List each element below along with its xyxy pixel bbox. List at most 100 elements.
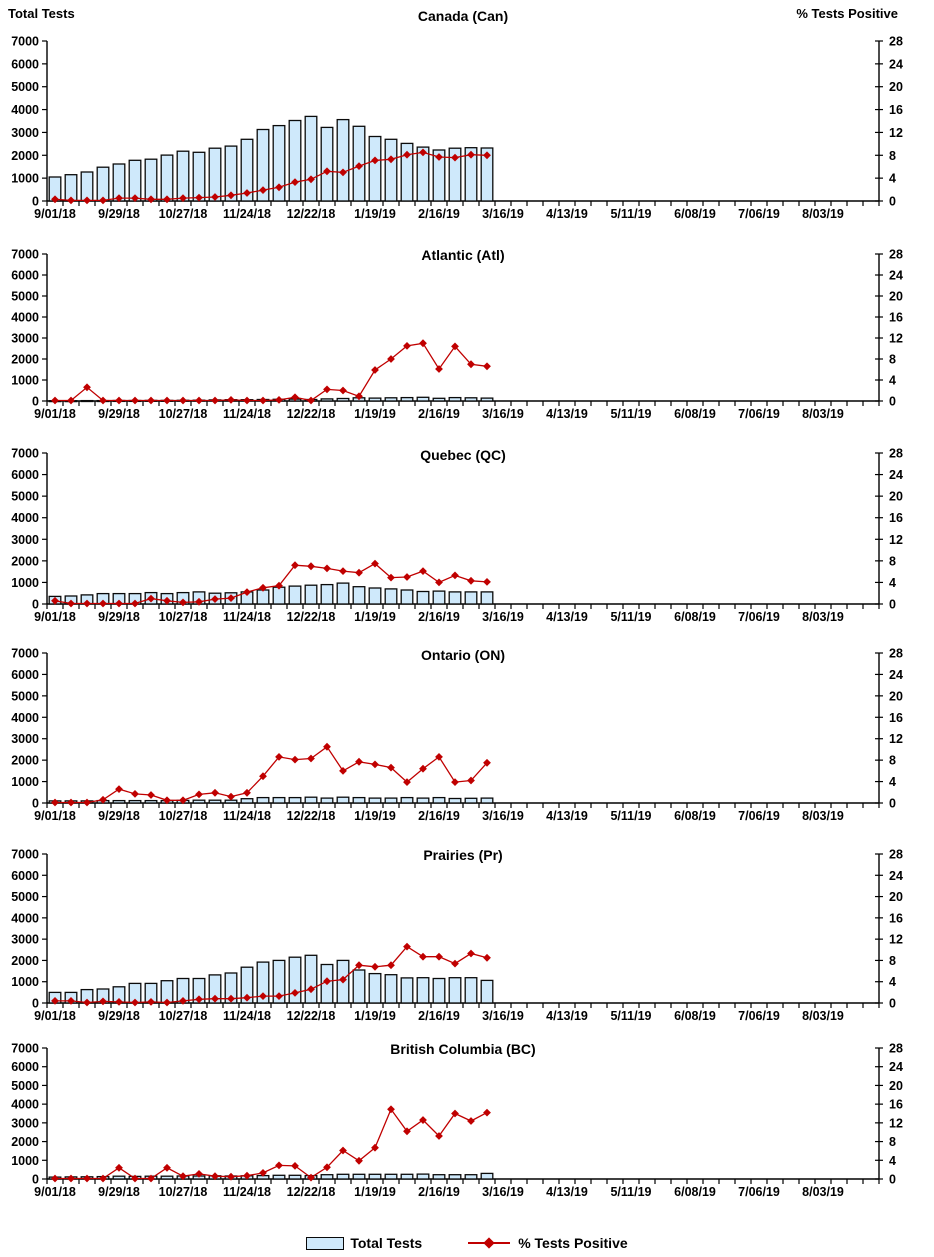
svg-text:28: 28 (889, 647, 903, 661)
svg-text:28: 28 (889, 248, 903, 262)
svg-text:12: 12 (889, 533, 903, 547)
svg-text:6000: 6000 (11, 468, 39, 482)
svg-text:20: 20 (889, 490, 903, 504)
svg-text:28: 28 (889, 848, 903, 862)
svg-text:10/27/18: 10/27/18 (159, 207, 208, 221)
svg-text:24: 24 (889, 57, 903, 71)
svg-text:11/24/18: 11/24/18 (223, 610, 271, 624)
legend-line-swatch-icon (468, 1237, 511, 1249)
svg-text:16: 16 (889, 311, 903, 325)
svg-text:3000: 3000 (11, 1116, 39, 1130)
svg-text:6/08/19: 6/08/19 (674, 1185, 716, 1199)
svg-text:12: 12 (889, 1116, 903, 1130)
svg-text:1000: 1000 (11, 576, 39, 590)
svg-text:2/16/19: 2/16/19 (418, 407, 460, 421)
svg-text:5000: 5000 (11, 80, 39, 94)
svg-text:6/08/19: 6/08/19 (674, 407, 716, 421)
svg-text:11/24/18: 11/24/18 (223, 1185, 271, 1199)
svg-text:10/27/18: 10/27/18 (159, 1009, 208, 1023)
svg-text:5000: 5000 (11, 689, 39, 703)
svg-text:2/16/19: 2/16/19 (418, 809, 460, 823)
svg-text:7000: 7000 (11, 35, 39, 49)
chart-title-canada: Canada (Can) (417, 8, 509, 24)
svg-text:9/29/18: 9/29/18 (98, 1009, 140, 1023)
svg-text:11/24/18: 11/24/18 (223, 809, 271, 823)
chart-atlantic: Atlantic (Atl) 0 1000 2000 3000 4000 5000 6000… (0, 239, 934, 439)
svg-text:12/22/18: 12/22/18 (287, 610, 336, 624)
svg-text:10/27/18: 10/27/18 (159, 407, 208, 421)
svg-text:20: 20 (889, 689, 903, 703)
svg-text:4: 4 (889, 374, 896, 388)
svg-text:9/01/18: 9/01/18 (34, 809, 76, 823)
svg-text:3/16/19: 3/16/19 (482, 207, 524, 221)
svg-text:9/01/18: 9/01/18 (34, 207, 76, 221)
svg-text:5/11/19: 5/11/19 (610, 407, 651, 421)
svg-text:20: 20 (889, 290, 903, 304)
svg-text:3000: 3000 (11, 533, 39, 547)
svg-text:5000: 5000 (11, 890, 39, 904)
svg-text:1000: 1000 (11, 374, 39, 388)
svg-text:6000: 6000 (11, 57, 39, 71)
svg-text:20: 20 (889, 890, 903, 904)
chart-prairies: Prairies (Pr) 0 1000 2000 3000 4000 5000 6000 7… (0, 839, 934, 1039)
svg-text:5000: 5000 (11, 1079, 39, 1093)
svg-text:0: 0 (889, 598, 896, 612)
svg-text:1/19/19: 1/19/19 (354, 407, 396, 421)
svg-text:4: 4 (889, 975, 896, 989)
svg-text:11/24/18: 11/24/18 (223, 407, 271, 421)
svg-text:16: 16 (889, 1098, 903, 1112)
svg-text:3000: 3000 (11, 126, 39, 140)
svg-text:1/19/19: 1/19/19 (354, 207, 396, 221)
svg-text:4/13/19: 4/13/19 (546, 610, 588, 624)
svg-text:0: 0 (32, 195, 39, 209)
chart-plot-bc: 0 1000 2000 3000 4000 5000 6000 7000 0 4 8 12 16 20 24… (11, 1042, 903, 1200)
svg-text:3000: 3000 (11, 332, 39, 346)
svg-text:1000: 1000 (11, 975, 39, 989)
svg-text:5/11/19: 5/11/19 (610, 610, 651, 624)
svg-text:10/27/18: 10/27/18 (159, 1185, 208, 1199)
svg-text:8: 8 (889, 554, 896, 568)
svg-text:5/11/19: 5/11/19 (610, 1009, 651, 1023)
svg-text:3000: 3000 (11, 732, 39, 746)
svg-text:5/11/19: 5/11/19 (610, 809, 651, 823)
chart-plot-quebec: 0 1000 2000 3000 4000 5000 6000 7000 0 4 8 12 16 20 24… (11, 447, 903, 625)
left-axis-title: Total Tests (8, 6, 75, 21)
chart-plot-ontario: 0 1000 2000 3000 4000 5000 6000 7000 0 4 8 12 16 20 24… (11, 647, 903, 824)
svg-text:3/16/19: 3/16/19 (482, 610, 524, 624)
svg-text:6000: 6000 (11, 269, 39, 283)
svg-text:0: 0 (889, 797, 896, 811)
svg-text:4000: 4000 (11, 711, 39, 725)
svg-text:12/22/18: 12/22/18 (287, 1009, 336, 1023)
svg-text:9/29/18: 9/29/18 (98, 809, 140, 823)
svg-text:12: 12 (889, 332, 903, 346)
svg-text:11/24/18: 11/24/18 (223, 207, 271, 221)
svg-text:16: 16 (889, 511, 903, 525)
legend-bar-label: Total Tests (350, 1235, 423, 1251)
svg-text:12: 12 (889, 732, 903, 746)
svg-text:9/01/18: 9/01/18 (34, 1185, 76, 1199)
svg-text:0: 0 (32, 598, 39, 612)
legend-line-label: % Tests Positive (518, 1235, 628, 1251)
svg-text:3/16/19: 3/16/19 (482, 407, 524, 421)
svg-text:0: 0 (889, 395, 896, 409)
legend: Total Tests % Tests Positive (0, 1235, 934, 1251)
svg-text:7/06/19: 7/06/19 (738, 809, 780, 823)
svg-text:4000: 4000 (11, 911, 39, 925)
svg-text:5/11/19: 5/11/19 (610, 207, 651, 221)
svg-text:7000: 7000 (11, 1042, 39, 1056)
legend-bar-swatch-icon (306, 1236, 345, 1250)
svg-text:7/06/19: 7/06/19 (738, 1185, 780, 1199)
svg-text:24: 24 (889, 869, 903, 883)
svg-text:2000: 2000 (11, 554, 39, 568)
svg-text:12: 12 (889, 126, 903, 140)
svg-text:8/03/19: 8/03/19 (802, 1185, 844, 1199)
svg-text:2000: 2000 (11, 1135, 39, 1149)
svg-text:4000: 4000 (11, 1098, 39, 1112)
svg-text:4: 4 (889, 1154, 896, 1168)
chart-quebec: Quebec (QC) 0 1000 2000 3000 4000 5000 6000 700… (0, 439, 934, 639)
svg-text:28: 28 (889, 1042, 903, 1056)
svg-text:4: 4 (889, 576, 896, 590)
chart-title-ontario: Ontario (ON) (421, 647, 505, 663)
svg-text:8: 8 (889, 353, 896, 367)
svg-text:12: 12 (889, 933, 903, 947)
